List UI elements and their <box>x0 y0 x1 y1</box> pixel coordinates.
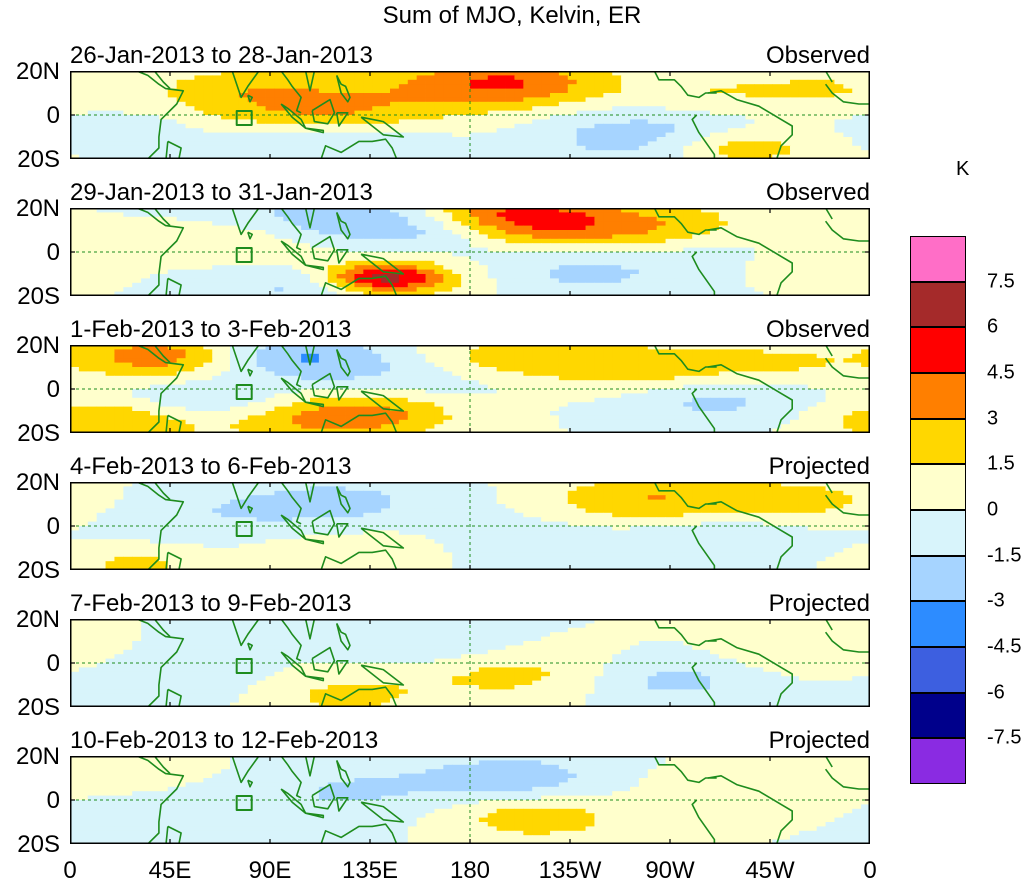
longitude-tick-label: 45E <box>148 857 192 884</box>
contour-fill <box>70 619 870 707</box>
colorbar-swatch <box>910 601 966 647</box>
panel-date-range: 29-Jan-2013 to 31-Jan-2013 <box>70 179 373 206</box>
latitude-tick-label: 0 <box>46 102 60 129</box>
anomaly-map <box>70 619 870 707</box>
latitude-tick-label: 20S <box>17 557 60 584</box>
panel-date-range: 26-Jan-2013 to 28-Jan-2013 <box>70 42 373 69</box>
coastlines <box>70 208 870 296</box>
map-panel: 10-Feb-2013 to 12-Feb-2013 Projected 20N 0 2… <box>16 727 870 858</box>
latitude-tick-label: 0 <box>46 513 60 540</box>
latitude-tick-label: 0 <box>46 650 60 677</box>
latitude-tick-label: 20S <box>17 694 60 721</box>
colorbar-tick-label: 6 <box>987 315 999 338</box>
colorbar-swatch <box>910 281 966 328</box>
latitude-tick-label: 20N <box>15 332 60 359</box>
colorbar-swatch <box>910 327 966 373</box>
longitude-tick-label: 180 <box>449 857 491 884</box>
map-panel: 1-Feb-2013 to 3-Feb-2013 Observed 20N 0 20S <box>16 316 870 447</box>
longitude-tick-label: 0 <box>63 857 77 884</box>
anomaly-map <box>70 482 870 570</box>
latitude-tick-label: 20N <box>15 743 60 770</box>
colorbar-tick-label: 7.5 <box>987 270 1015 293</box>
latitude-tick-label: 20S <box>17 283 60 310</box>
chart-title: Sum of MJO, Kelvin, ER <box>382 2 642 29</box>
map-panel: 4-Feb-2013 to 6-Feb-2013 Projected 20N 0 20S <box>16 453 870 584</box>
panel-type-label: Observed <box>765 42 870 69</box>
map-panel: 7-Feb-2013 to 9-Feb-2013 Projected 20N 0 20S <box>16 590 870 721</box>
anomaly-map <box>70 756 870 844</box>
colorbar-swatch <box>910 647 966 693</box>
longitude-tick-label: 135W <box>538 857 602 884</box>
anomaly-map <box>70 345 870 433</box>
latitude-tick-label: 0 <box>46 239 60 266</box>
contour-fill <box>70 756 870 844</box>
panel-type-label: Observed <box>765 179 870 206</box>
colorbar-swatch <box>910 373 966 419</box>
map-panel: 29-Jan-2013 to 31-Jan-2013 Observed 20N 0 20… <box>16 179 870 310</box>
longitude-tick-label: 90W <box>645 857 695 884</box>
contour-fill <box>70 482 870 570</box>
latitude-tick-label: 20S <box>17 420 60 447</box>
panel-date-range: 4-Feb-2013 to 6-Feb-2013 <box>70 453 352 480</box>
latitude-tick-label: 20N <box>15 58 60 85</box>
coastlines <box>70 482 870 570</box>
colorbar-swatch <box>910 418 966 465</box>
colorbar-tick-label: -1.5 <box>987 544 1022 567</box>
latitude-tick-label: 20S <box>17 831 60 858</box>
panel-type-label: Projected <box>768 590 870 617</box>
colorbar-tick-label: -4.5 <box>987 635 1022 658</box>
longitude-tick-label: 0 <box>863 857 877 884</box>
map-panel: 26-Jan-2013 to 28-Jan-2013 Observed 20N 0 20… <box>16 42 870 173</box>
latitude-tick-label: 0 <box>46 787 60 814</box>
panel-type-label: Projected <box>768 727 870 754</box>
anomaly-map <box>70 208 870 296</box>
panel-date-range: 1-Feb-2013 to 3-Feb-2013 <box>70 316 352 343</box>
colorbar-tick-label: 3 <box>987 407 999 430</box>
anomaly-map <box>70 71 870 159</box>
colorbar-tick-label: -3 <box>987 589 1005 612</box>
latitude-tick-label: 0 <box>46 376 60 403</box>
latitude-tick-label: 20N <box>15 195 60 222</box>
colorbar-tick-label: 1.5 <box>987 452 1015 475</box>
longitude-tick-label: 135E <box>341 857 399 884</box>
colorbar <box>910 236 968 784</box>
panel-date-range: 7-Feb-2013 to 9-Feb-2013 <box>70 590 352 617</box>
longitude-tick-label: 45W <box>745 857 795 884</box>
colorbar-tick-label: -7.5 <box>987 726 1022 749</box>
panel-type-label: Observed <box>765 316 870 343</box>
coastlines <box>70 619 870 707</box>
coastlines <box>70 756 870 844</box>
colorbar-tick-label: 0 <box>987 498 999 521</box>
panel-type-label: Projected <box>768 453 870 480</box>
colorbar-swatch <box>910 510 966 556</box>
colorbar-swatch <box>910 236 966 282</box>
colorbar-swatch <box>910 555 966 602</box>
colorbar-swatch <box>910 738 966 784</box>
colorbar-tick-label: -6 <box>987 681 1005 704</box>
coastlines <box>70 71 870 159</box>
latitude-tick-label: 20N <box>15 606 60 633</box>
latitude-tick-label: 20S <box>17 146 60 173</box>
colorbar-swatch <box>910 464 966 510</box>
colorbar-tick-label: 4.5 <box>987 361 1015 384</box>
colorbar-units: K <box>956 158 970 180</box>
latitude-tick-label: 20N <box>15 469 60 496</box>
colorbar-swatch <box>910 692 966 739</box>
longitude-tick-label: 90E <box>248 857 292 884</box>
panel-date-range: 10-Feb-2013 to 12-Feb-2013 <box>70 727 379 754</box>
coastlines <box>70 345 870 433</box>
